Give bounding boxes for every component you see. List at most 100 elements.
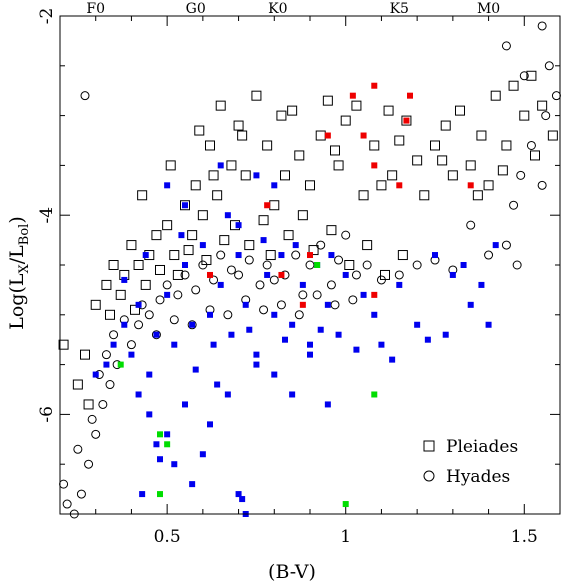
y-tick-label: -6	[37, 406, 57, 423]
hyades-point	[173, 290, 183, 300]
pleiades-point	[430, 140, 440, 151]
hyades-point	[341, 230, 351, 240]
hyades-point	[255, 280, 265, 290]
filled-point	[171, 461, 178, 468]
hyades-point	[501, 240, 511, 250]
pleiades-point	[530, 150, 540, 161]
filled-point	[146, 371, 153, 378]
hyades-point	[519, 71, 529, 81]
filled-point	[260, 237, 267, 244]
pleiades-point	[108, 260, 119, 270]
y-tick-labels: -2 -4 -6	[37, 8, 57, 423]
pleiades-point	[83, 399, 94, 410]
filled-point	[324, 401, 331, 408]
filled-point	[164, 182, 171, 189]
hyades-point	[80, 91, 90, 101]
hyades-point	[144, 310, 154, 320]
hyades-point	[541, 111, 551, 121]
filled-point	[299, 301, 306, 308]
x-axis-title: (B-V)	[268, 561, 316, 583]
filled-point	[235, 252, 242, 259]
filled-point	[442, 331, 449, 338]
pleiades-point	[162, 220, 173, 231]
hyades-point	[294, 310, 304, 320]
pleiades-point	[197, 210, 208, 221]
pleiades-point	[472, 190, 483, 201]
hyades-point	[73, 444, 83, 454]
filled-point	[192, 366, 199, 373]
pleiades-point	[208, 170, 219, 181]
pleiades-point	[180, 200, 190, 211]
pleiades-point	[80, 349, 90, 360]
filled-point	[492, 242, 499, 249]
filled-point	[314, 262, 321, 268]
pleiades-point	[219, 235, 230, 246]
filled-point	[207, 271, 213, 278]
filled-point	[139, 491, 146, 498]
filled-point	[164, 441, 171, 448]
filled-point	[371, 311, 378, 318]
pleiades-point	[315, 130, 326, 141]
filled-point	[292, 242, 299, 249]
hyades-point	[62, 499, 72, 509]
pleiades-point	[437, 155, 448, 166]
hyades-point	[269, 275, 279, 285]
filled-point	[207, 421, 213, 428]
hyades-point	[180, 270, 190, 280]
pleiades-point	[72, 379, 83, 390]
pleiades-point	[476, 130, 487, 141]
hyades-point	[298, 290, 308, 300]
pleiades-point	[205, 140, 215, 151]
pleiades-point	[358, 190, 369, 201]
hyades-point	[537, 180, 547, 190]
pleiades-point	[90, 299, 101, 310]
filled-point	[396, 182, 403, 189]
hyades-point	[59, 479, 69, 489]
hyades-point	[351, 270, 361, 280]
filled-point	[217, 162, 224, 169]
y-axis-title-mid: /L	[6, 245, 28, 264]
pleiades-point	[447, 170, 458, 181]
hyades-point	[105, 380, 115, 390]
filled-point	[128, 351, 135, 358]
pleiades-point	[283, 230, 294, 241]
hyades-point	[412, 260, 422, 270]
pleiades-point	[105, 309, 115, 320]
pleiades-point	[305, 180, 315, 191]
pleiades-point	[251, 90, 262, 101]
filled-point	[117, 361, 124, 368]
filled-point	[424, 336, 431, 343]
spectral-type-labels: F0 G0 K0 K5 M0	[86, 1, 500, 17]
x-tick-label: 1	[340, 527, 351, 547]
filled-point	[449, 271, 456, 278]
filled-point	[246, 326, 253, 333]
pleiades-point	[412, 155, 423, 166]
pleiades-point	[269, 200, 280, 211]
pleiades-point	[322, 95, 333, 106]
pleiades-point	[344, 260, 355, 270]
pleiades-point	[483, 180, 494, 191]
hyades-point	[244, 255, 254, 265]
spectral-type-label: M0	[477, 1, 500, 17]
y-axis-title-end: )	[6, 216, 28, 223]
pleiades-point	[394, 135, 405, 146]
y-tick-label: -4	[37, 207, 57, 224]
hyades-point	[362, 260, 372, 270]
filled-point	[278, 252, 285, 259]
hyades-point	[484, 250, 494, 260]
filled-point	[239, 496, 246, 503]
filled-point	[142, 252, 149, 259]
filled-point	[235, 222, 242, 229]
filled-point	[467, 301, 474, 308]
pleiades-point	[194, 125, 205, 136]
legend-marker-pleiades	[423, 440, 435, 452]
filled-point	[307, 341, 313, 348]
filled-point	[342, 501, 349, 508]
hyades-point	[234, 270, 244, 280]
pleiades-point	[130, 304, 140, 315]
filled-point	[289, 391, 296, 398]
hyades-point	[537, 21, 547, 31]
pleiades-point	[455, 105, 465, 116]
filled-point	[182, 401, 188, 408]
